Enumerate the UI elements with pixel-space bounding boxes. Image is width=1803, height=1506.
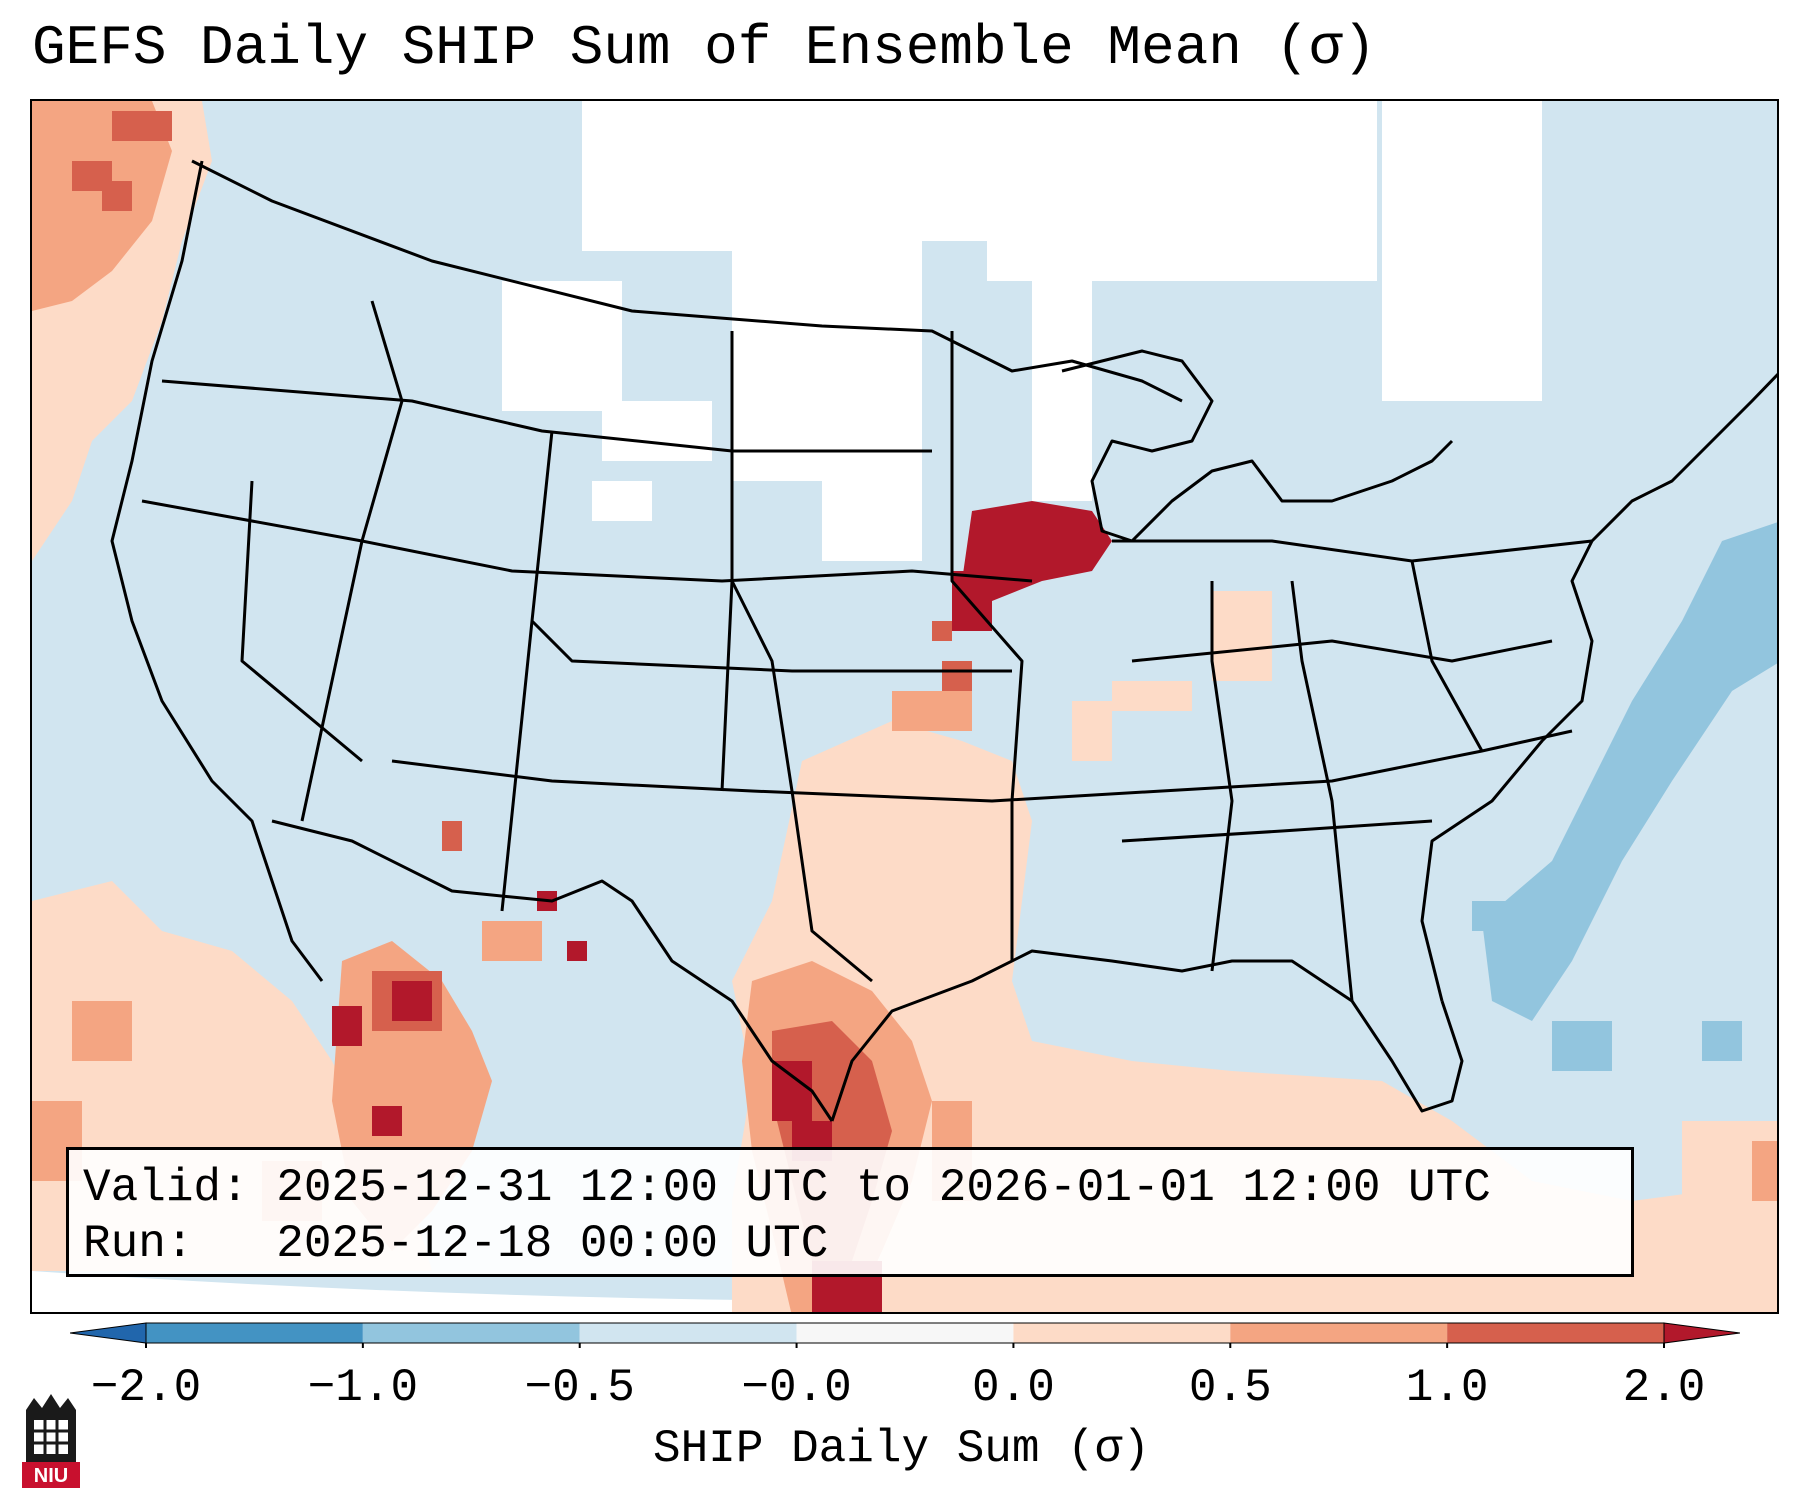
great-lakes [1061,349,1454,543]
negative-anomaly-areas [1472,522,1777,1071]
colorbar-extend-high [1663,1322,1740,1344]
colorbar-outline [145,1322,1665,1344]
west-coast [110,160,324,982]
run-value: 2025-12-18 00:00 UTC [276,1218,829,1270]
colorbar-tick-label: −2.0 [90,1362,202,1414]
map-svg [32,101,1777,1312]
colorbar-tick-label: 0.0 [972,1362,1055,1414]
colorbar-segment [1447,1323,1664,1343]
boundaries [110,159,1777,1122]
us-mexico-border [271,819,834,1122]
chart-title: GEFS Daily SHIP Sum of Ensemble Mean (σ) [32,16,1377,80]
run-label: Run: [83,1218,194,1270]
colorbar-segments [70,1322,1740,1344]
east-coast [1420,372,1777,1002]
logo-text: NIU [34,1465,68,1487]
colorbar-segment [579,1323,797,1343]
colorbar-tick-label: −0.0 [741,1362,852,1414]
gulf-coast [830,949,1464,1122]
us-canada-border [191,159,1183,403]
run-line: Run: 2025-12-18 00:00 UTC [83,1216,1617,1272]
niu-logo: NIU [22,1394,80,1488]
colorbar-tick-label: −1.0 [307,1362,419,1414]
colorbar-extend-low [70,1322,147,1344]
colorbar-segment [146,1323,363,1343]
low-value-areas [502,101,1542,561]
map-panel [30,99,1779,1314]
colorbar [70,1322,1740,1348]
colorbar-segment [1013,1323,1231,1343]
valid-line: Valid: 2025-12-31 12:00 UTC to 2026-01-0… [83,1160,1617,1216]
colorbar-segment [362,1323,580,1343]
valid-label: Valid: [83,1162,249,1214]
colorbar-segment [1230,1323,1448,1343]
info-box: Valid: 2025-12-31 12:00 UTC to 2026-01-0… [66,1147,1634,1277]
colorbar-tick-label: −0.5 [524,1362,635,1414]
colorbar-label: SHIP Daily Sum (σ) [653,1423,1150,1475]
colorbar-segment [796,1323,1014,1343]
colorbar-tick-label: 1.0 [1405,1362,1489,1414]
valid-value: 2025-12-31 12:00 UTC to 2026-01-01 12:00… [276,1162,1491,1214]
colorbar-tick-label: 0.5 [1188,1362,1272,1414]
colorbar-ticks [145,1343,1665,1348]
colorbar-tick-label: 2.0 [1622,1362,1706,1414]
